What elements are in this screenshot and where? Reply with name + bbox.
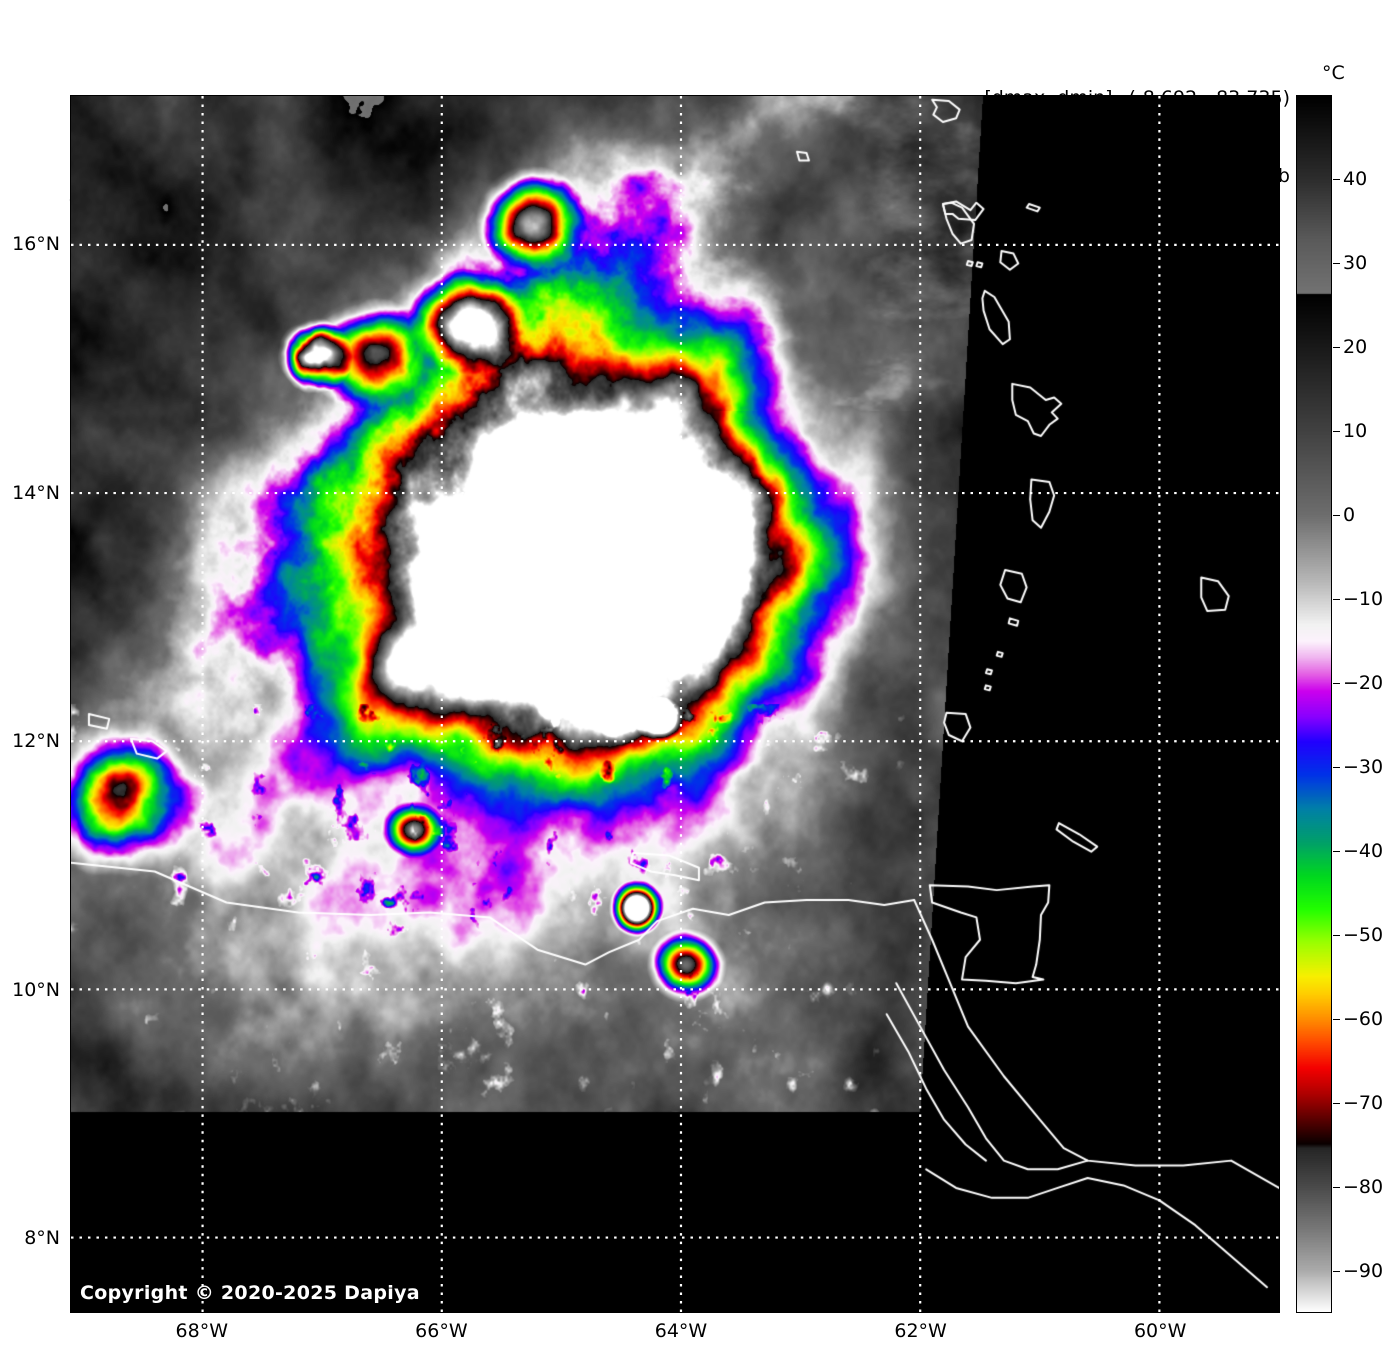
colorbar-tick-label: −50	[1343, 924, 1384, 946]
colorbar-tick-mark	[1333, 683, 1340, 684]
colorbar-tick-label: −70	[1343, 1092, 1384, 1114]
colorbar-tick-mark	[1333, 767, 1340, 768]
x-axis-tick: 68°W	[175, 1320, 229, 1342]
colorbar-tick-label: 20	[1343, 336, 1368, 358]
colorbar-tick-label: 30	[1343, 252, 1368, 274]
colorbar	[1296, 95, 1332, 1313]
colorbar-tick-mark	[1333, 1187, 1340, 1188]
satellite-map[interactable]	[70, 95, 1280, 1313]
colorbar-tick-mark	[1333, 935, 1340, 936]
x-axis-tick: 66°W	[415, 1320, 468, 1342]
colorbar-tick-mark	[1333, 179, 1340, 180]
colorbar-tick-label: −30	[1343, 756, 1384, 778]
colorbar-tick-label: −90	[1343, 1260, 1384, 1282]
infrared-imagery-canvas	[71, 96, 1279, 1312]
colorbar-tick-label: −80	[1343, 1176, 1384, 1198]
colorbar-tick-mark	[1333, 851, 1340, 852]
y-axis-tick: 12°N	[12, 730, 60, 753]
colorbar-tick-mark	[1333, 1103, 1340, 1104]
x-axis-tick: 60°W	[1133, 1320, 1187, 1342]
x-axis-tick: 62°W	[894, 1320, 947, 1342]
colorbar-tick-mark	[1333, 431, 1340, 432]
colorbar-tick-label: 40	[1343, 168, 1368, 190]
colorbar-tick-label: −20	[1343, 672, 1384, 694]
colorbar-tick-mark	[1333, 263, 1340, 264]
y-axis-tick: 14°N	[12, 481, 60, 504]
colorbar-tick-label: −10	[1343, 588, 1384, 610]
colorbar-tick-label: 10	[1343, 420, 1368, 442]
y-axis-tick: 8°N	[24, 1227, 60, 1250]
y-axis-tick: 10°N	[12, 978, 60, 1001]
colorbar-tick-mark	[1333, 1271, 1340, 1272]
colorbar-tick-mark	[1333, 599, 1340, 600]
colorbar-gradient	[1297, 96, 1331, 1312]
x-axis-tick: 64°W	[654, 1320, 708, 1342]
colorbar-unit-label: °C	[1322, 62, 1345, 84]
colorbar-tick-label: 0	[1343, 504, 1356, 526]
colorbar-tick-label: −60	[1343, 1008, 1384, 1030]
colorbar-tick-mark	[1333, 347, 1340, 348]
colorbar-tick-mark	[1333, 515, 1340, 516]
colorbar-tick-mark	[1333, 1019, 1340, 1020]
colorbar-tick-label: −40	[1343, 840, 1384, 862]
copyright-notice: Copyright © 2020-2025 Dapiya	[80, 1282, 420, 1304]
y-axis-tick: 16°N	[12, 233, 60, 256]
